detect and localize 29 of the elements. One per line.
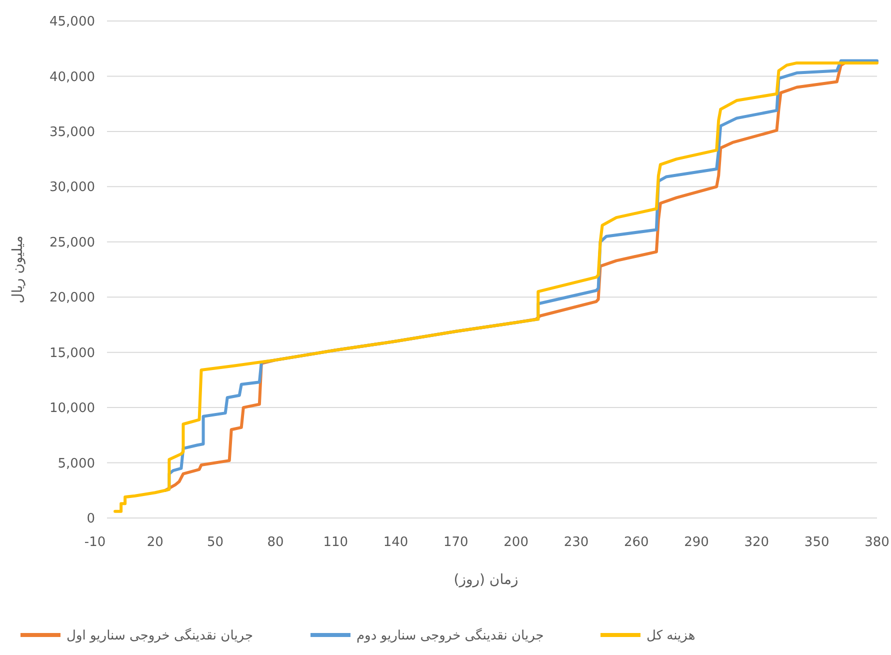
y-tick-label: 20,000 bbox=[50, 290, 95, 306]
y-tick-label: 25,000 bbox=[50, 235, 95, 250]
y-tick-label: 5,000 bbox=[58, 456, 95, 472]
legend-label: هزینه کل bbox=[646, 628, 696, 644]
x-tick-label: 200 bbox=[504, 535, 528, 550]
y-tick-label: 15,000 bbox=[50, 346, 95, 361]
y-tick-label: 0 bbox=[86, 512, 95, 527]
y-tick-label: 35,000 bbox=[50, 124, 95, 140]
y-axis-title: میلیون ریال bbox=[10, 236, 26, 304]
x-tick-label: -10 bbox=[84, 535, 106, 550]
x-tick-label: 170 bbox=[444, 535, 468, 550]
legend-label: جریان نقدینگی خروجی سناریو دوم bbox=[356, 628, 544, 644]
legend-label: جریان نقدینگی خروجی سناریو اول bbox=[66, 628, 254, 644]
x-tick-label: 320 bbox=[744, 535, 770, 550]
x-tick-label: 20 bbox=[146, 535, 164, 550]
x-tick-label: 110 bbox=[323, 535, 348, 550]
x-tick-label: 50 bbox=[207, 535, 224, 550]
y-tick-label: 45,000 bbox=[50, 14, 95, 30]
x-tick-label: 140 bbox=[383, 535, 408, 550]
x-tick-label: 350 bbox=[804, 535, 830, 550]
y-tick-label: 30,000 bbox=[50, 180, 95, 196]
y-tick-label: 40,000 bbox=[50, 70, 95, 85]
x-tick-label: 230 bbox=[564, 535, 589, 550]
x-tick-label: 380 bbox=[864, 535, 890, 550]
y-tick-label: 10,000 bbox=[50, 401, 95, 416]
x-axis-title: زمان (روز) bbox=[454, 572, 518, 588]
x-tick-label: 80 bbox=[267, 535, 284, 550]
x-tick-label: 260 bbox=[624, 535, 649, 550]
x-tick-label: 290 bbox=[684, 535, 709, 550]
